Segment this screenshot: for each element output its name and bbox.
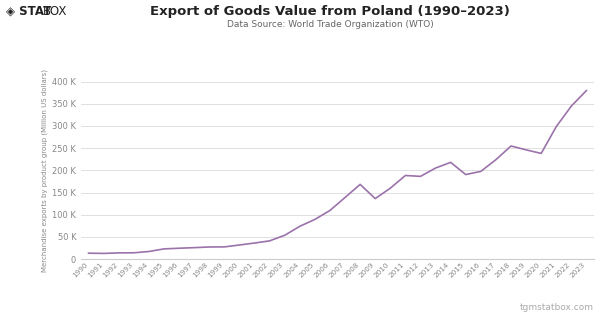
Text: Export of Goods Value from Poland (1990–2023): Export of Goods Value from Poland (1990–… — [150, 5, 510, 18]
Y-axis label: Merchandise exports by product group (Million US dollars): Merchandise exports by product group (Mi… — [41, 69, 48, 272]
Text: BOX: BOX — [43, 5, 68, 18]
Text: Data Source: World Trade Organization (WTO): Data Source: World Trade Organization (W… — [227, 20, 433, 30]
Text: ◈ STAT: ◈ STAT — [6, 5, 51, 18]
Text: tgmstatbox.com: tgmstatbox.com — [520, 303, 594, 312]
